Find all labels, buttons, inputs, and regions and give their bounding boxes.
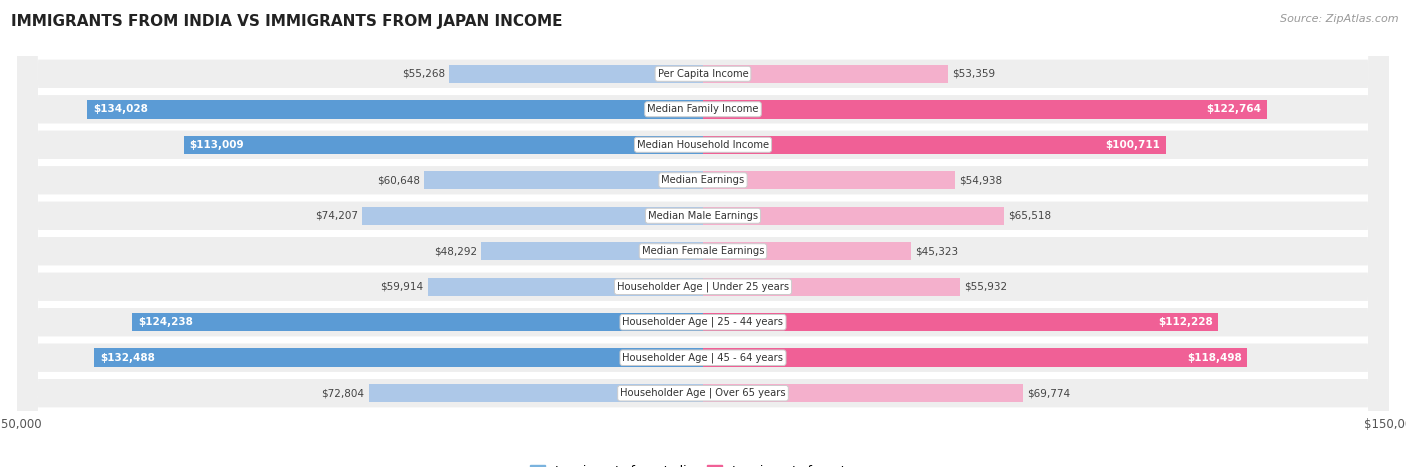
FancyBboxPatch shape (17, 0, 1389, 467)
Bar (703, 348, 1247, 367)
Bar (481, 242, 703, 261)
Text: Per Capita Income: Per Capita Income (658, 69, 748, 79)
Bar (703, 242, 911, 261)
Legend: Immigrants from India, Immigrants from Japan: Immigrants from India, Immigrants from J… (526, 460, 880, 467)
Bar (703, 135, 1166, 154)
Text: Median Household Income: Median Household Income (637, 140, 769, 150)
Text: Source: ZipAtlas.com: Source: ZipAtlas.com (1281, 14, 1399, 24)
Text: $48,292: $48,292 (434, 246, 477, 256)
Text: $65,518: $65,518 (1008, 211, 1052, 221)
FancyBboxPatch shape (17, 0, 1389, 467)
Text: $69,774: $69,774 (1028, 388, 1071, 398)
Bar (703, 313, 1219, 332)
Bar (184, 135, 703, 154)
Text: $55,932: $55,932 (965, 282, 1007, 292)
Text: Median Female Earnings: Median Female Earnings (641, 246, 765, 256)
Text: Householder Age | 45 - 64 years: Householder Age | 45 - 64 years (623, 353, 783, 363)
Bar (703, 171, 955, 190)
FancyBboxPatch shape (17, 0, 1389, 467)
Text: $53,359: $53,359 (952, 69, 995, 79)
FancyBboxPatch shape (17, 0, 1389, 467)
Bar (703, 100, 1267, 119)
Bar (703, 64, 948, 83)
Text: $134,028: $134,028 (93, 104, 148, 114)
Text: $60,648: $60,648 (377, 175, 420, 185)
Text: Median Earnings: Median Earnings (661, 175, 745, 185)
FancyBboxPatch shape (17, 0, 1389, 467)
Text: $112,228: $112,228 (1159, 317, 1213, 327)
FancyBboxPatch shape (17, 0, 1389, 467)
Text: Householder Age | 25 - 44 years: Householder Age | 25 - 44 years (623, 317, 783, 327)
Text: $113,009: $113,009 (190, 140, 245, 150)
Bar (363, 206, 703, 225)
Text: $59,914: $59,914 (381, 282, 423, 292)
Text: Median Male Earnings: Median Male Earnings (648, 211, 758, 221)
FancyBboxPatch shape (17, 0, 1389, 467)
Bar (94, 348, 703, 367)
FancyBboxPatch shape (17, 0, 1389, 467)
Text: $122,764: $122,764 (1206, 104, 1261, 114)
Text: $100,711: $100,711 (1105, 140, 1160, 150)
Bar (703, 206, 1004, 225)
Bar (132, 313, 703, 332)
FancyBboxPatch shape (17, 0, 1389, 467)
Bar (87, 100, 703, 119)
Bar (703, 277, 960, 296)
Bar (703, 384, 1024, 403)
Text: $55,268: $55,268 (402, 69, 446, 79)
Text: $72,804: $72,804 (322, 388, 364, 398)
Bar (368, 384, 703, 403)
Text: Householder Age | Over 65 years: Householder Age | Over 65 years (620, 388, 786, 398)
Text: $118,498: $118,498 (1187, 353, 1241, 363)
Text: $54,938: $54,938 (959, 175, 1002, 185)
Text: IMMIGRANTS FROM INDIA VS IMMIGRANTS FROM JAPAN INCOME: IMMIGRANTS FROM INDIA VS IMMIGRANTS FROM… (11, 14, 562, 29)
Text: Householder Age | Under 25 years: Householder Age | Under 25 years (617, 282, 789, 292)
Text: $132,488: $132,488 (100, 353, 155, 363)
Bar (427, 277, 703, 296)
Text: $45,323: $45,323 (915, 246, 959, 256)
FancyBboxPatch shape (17, 0, 1389, 467)
Text: Median Family Income: Median Family Income (647, 104, 759, 114)
Text: $124,238: $124,238 (138, 317, 193, 327)
Bar (425, 171, 703, 190)
Text: $74,207: $74,207 (315, 211, 359, 221)
Bar (449, 64, 703, 83)
